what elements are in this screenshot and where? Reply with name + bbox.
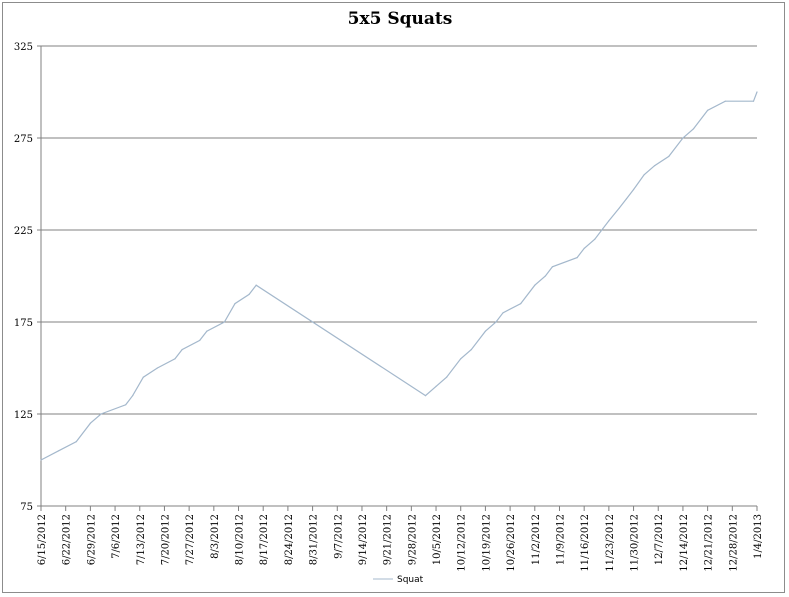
legend: Squat xyxy=(373,575,424,585)
data-point xyxy=(752,100,755,102)
data-point xyxy=(470,349,472,351)
xtick-label: 11/23/2012 xyxy=(605,514,616,572)
ytick-label: 225 xyxy=(14,226,33,237)
data-point xyxy=(534,284,536,286)
data-point xyxy=(583,247,585,249)
data-point xyxy=(181,349,183,351)
data-point xyxy=(234,303,236,305)
xtick-label: 10/12/2012 xyxy=(457,514,468,572)
xtick-label: 12/7/2012 xyxy=(654,514,665,565)
xtick-label: 8/10/2012 xyxy=(235,514,246,565)
data-point xyxy=(125,404,127,406)
ytick-label: 325 xyxy=(14,42,33,53)
xtick-label: 8/3/2012 xyxy=(210,514,221,559)
data-point xyxy=(89,422,91,424)
gridlines xyxy=(41,45,757,415)
axes xyxy=(37,45,758,511)
ytick-label: 175 xyxy=(14,318,33,329)
data-point xyxy=(435,385,437,387)
data-point xyxy=(756,91,758,93)
data-point xyxy=(520,303,522,305)
data-point xyxy=(643,174,645,176)
data-point xyxy=(446,376,448,378)
xtick-label: 12/21/2012 xyxy=(704,514,715,572)
xtick-label: 1/4/2013 xyxy=(753,514,764,559)
data-point xyxy=(58,450,60,452)
data-point xyxy=(654,165,656,167)
data-point xyxy=(199,339,201,341)
xtick-label: 7/13/2012 xyxy=(136,514,147,565)
ytick-label: 75 xyxy=(20,502,33,513)
xtick-label: 7/20/2012 xyxy=(160,514,171,565)
data-point xyxy=(156,367,158,369)
data-point xyxy=(484,330,487,332)
xtick-label: 7/27/2012 xyxy=(185,514,196,565)
data-point xyxy=(625,198,628,200)
xtick-label: 9/7/2012 xyxy=(333,514,344,559)
data-point xyxy=(707,109,709,111)
xtick-label: 7/6/2012 xyxy=(111,514,122,559)
xtick-label: 9/21/2012 xyxy=(383,514,394,565)
data-point xyxy=(576,257,578,259)
y-axis-ticks: 75 125 175 225 275 325 xyxy=(14,42,33,513)
data-point xyxy=(424,395,427,397)
xtick-label: 9/28/2012 xyxy=(407,514,418,565)
data-point xyxy=(594,238,596,240)
data-point xyxy=(544,275,546,277)
data-point xyxy=(174,358,176,360)
xtick-label: 11/16/2012 xyxy=(580,514,591,572)
xtick-label: 9/14/2012 xyxy=(358,514,369,565)
data-point xyxy=(206,330,208,332)
data-point xyxy=(223,321,226,323)
xtick-label: 6/15/2012 xyxy=(37,514,48,565)
xtick-label: 12/28/2012 xyxy=(728,514,739,572)
data-point xyxy=(132,395,134,397)
data-point xyxy=(460,358,462,360)
xtick-label: 8/31/2012 xyxy=(309,514,320,565)
xtick-label: 6/29/2012 xyxy=(86,514,97,565)
data-point xyxy=(668,155,670,157)
data-point xyxy=(601,229,603,231)
xtick-label: 12/14/2012 xyxy=(679,514,690,572)
data-point xyxy=(682,137,684,139)
xtick-label: 11/30/2012 xyxy=(630,514,641,572)
series-line-squat xyxy=(40,91,758,461)
xtick-label: 10/5/2012 xyxy=(432,514,443,565)
chart-title: 5x5 Squats xyxy=(348,9,453,29)
legend-label-squat: Squat xyxy=(397,575,424,585)
data-point xyxy=(248,293,250,295)
ytick-label: 125 xyxy=(14,410,33,421)
data-point xyxy=(618,207,621,209)
data-point xyxy=(255,284,257,286)
data-point xyxy=(502,312,504,314)
xtick-label: 10/19/2012 xyxy=(481,514,492,572)
x-axis-ticks: 6/15/2012 6/22/2012 6/29/2012 7/6/2012 7/13/… xyxy=(37,514,764,572)
data-point xyxy=(632,188,635,191)
xtick-label: 8/24/2012 xyxy=(284,514,295,565)
data-point xyxy=(40,459,42,461)
xtick-label: 11/9/2012 xyxy=(555,514,566,565)
data-point xyxy=(75,441,77,443)
xtick-label: 8/17/2012 xyxy=(259,514,270,565)
xtick-label: 11/2/2012 xyxy=(531,514,542,565)
series-layer xyxy=(40,91,758,461)
ytick-label: 275 xyxy=(14,134,33,145)
data-point xyxy=(100,413,102,415)
xtick-label: 10/26/2012 xyxy=(506,514,517,572)
data-point xyxy=(608,220,610,222)
data-point xyxy=(495,321,497,323)
xtick-label: 6/22/2012 xyxy=(62,514,73,565)
data-point xyxy=(724,100,726,102)
data-point xyxy=(692,128,695,130)
data-point xyxy=(142,376,144,378)
data-point xyxy=(551,266,554,268)
